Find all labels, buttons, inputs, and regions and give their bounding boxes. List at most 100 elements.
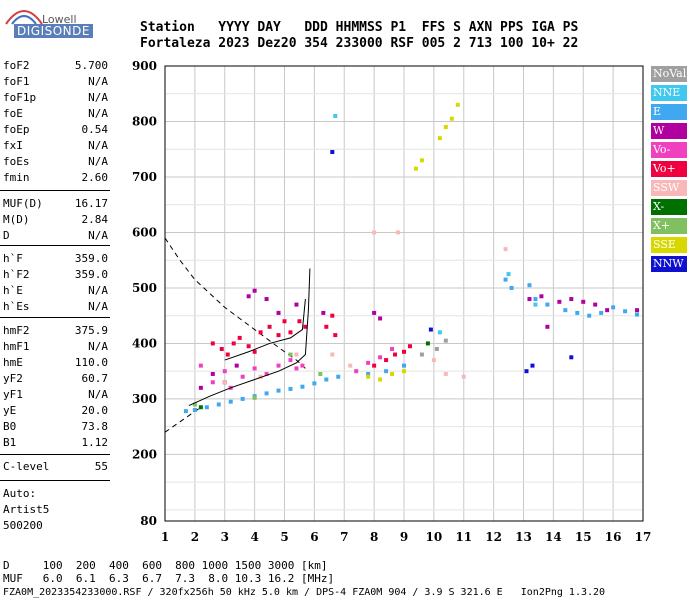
trace-point-ssw — [443, 371, 448, 376]
param-row-14: h`Es N/A — [3, 300, 108, 313]
trace-point-ssw — [396, 230, 401, 235]
param-value: N/A — [88, 229, 108, 242]
param-value: N/A — [88, 340, 108, 353]
param-row-7: fmin 2.60 — [3, 171, 108, 184]
param-name: hmE — [3, 356, 23, 369]
param-row-11: h`F 359.0 — [3, 252, 108, 265]
trace-point-w — [635, 308, 640, 313]
trace-point-vo- — [303, 324, 308, 329]
trace-point-vo- — [210, 380, 215, 385]
trace-point-w — [545, 324, 550, 329]
trace-point-nne — [437, 330, 442, 335]
param-row-17: hmE 110.0 — [3, 356, 108, 369]
legend-item-nne: NNE — [651, 85, 687, 101]
trace-point-w — [294, 302, 299, 307]
x-tick-label: 1 — [161, 530, 169, 544]
param-name: fmin — [3, 171, 30, 184]
param-name: foEs — [3, 155, 30, 168]
trace-point-vo- — [198, 363, 203, 368]
trace-point-ssw — [372, 230, 377, 235]
trace-point-vo- — [288, 358, 293, 363]
trace-point-e — [623, 309, 628, 314]
param-name: foE — [3, 107, 23, 120]
x-tick-label: 3 — [221, 530, 229, 544]
trace-point-ssw — [222, 380, 227, 385]
param-row-2: foF1p N/A — [3, 91, 108, 104]
trace-point-x- — [192, 402, 197, 407]
scaled-trace-line — [188, 268, 311, 407]
trace-point-vo- — [258, 330, 263, 335]
trace-point-w — [276, 310, 281, 315]
trace-point-x- — [198, 405, 203, 410]
legend-item-x-: X+ — [651, 218, 687, 234]
trace-point-e — [276, 388, 281, 393]
trace-point-vo- — [390, 346, 395, 351]
x-tick-label: 6 — [310, 530, 318, 544]
trace-point-noval — [434, 346, 439, 351]
trace-point-e — [611, 305, 616, 310]
trace-point-e — [527, 283, 532, 288]
trace-point-w — [264, 297, 269, 302]
param-value: N/A — [88, 107, 108, 120]
header-labels: Station YYYY DAY DDD HHMMSS P1 FFS S AXN… — [140, 20, 579, 35]
trace-point-e — [183, 409, 188, 414]
trace-point-vo- — [330, 313, 335, 318]
y-tick-label: 500 — [132, 281, 157, 295]
y-tick-label: 300 — [132, 392, 157, 406]
legend-item-nnw: NNW — [651, 256, 687, 272]
trace-point-sse — [413, 166, 418, 171]
scaled-trace-line — [224, 299, 306, 361]
trace-point-e — [635, 312, 640, 317]
param-name: hmF1 — [3, 340, 30, 353]
param-value: 60.7 — [81, 372, 109, 385]
param-name: foF2 — [3, 59, 30, 72]
trace-point-vo- — [297, 319, 302, 324]
trace-point-x- — [318, 371, 323, 376]
param-row-6: foEs N/A — [3, 155, 108, 168]
param-value: 20.0 — [81, 404, 109, 417]
x-tick-label: 15 — [575, 530, 592, 544]
trace-point-ssw — [258, 374, 263, 379]
param-row-20: yE 20.0 — [3, 404, 108, 417]
legend-item-w: W — [651, 123, 687, 139]
trace-point-vo- — [219, 346, 224, 351]
trace-point-vo- — [407, 344, 412, 349]
y-tick-label: 400 — [132, 336, 157, 350]
trace-point-ssw — [431, 358, 436, 363]
param-value: 55 — [94, 460, 108, 473]
trace-point-w — [605, 308, 610, 313]
param-separator — [0, 480, 110, 481]
trace-point-w — [378, 316, 383, 321]
param-name: h`Es — [3, 300, 30, 313]
trace-point-vo- — [240, 374, 245, 379]
y-tick-label: 600 — [132, 225, 157, 239]
legend-item-vo-: Vo+ — [651, 161, 687, 177]
param-name: foF1 — [3, 75, 30, 88]
trace-point-e — [288, 386, 293, 391]
trace-point-ssw — [348, 363, 353, 368]
legend-item-ssw: SSW — [651, 180, 687, 196]
trace-point-vo- — [225, 352, 230, 357]
trace-point-e — [384, 369, 389, 374]
trace-point-vo- — [246, 344, 251, 349]
param-value: N/A — [88, 91, 108, 104]
param-name: B1 — [3, 436, 17, 449]
param-separator — [0, 317, 110, 318]
param-separator — [0, 190, 110, 191]
trace-point-ssw — [330, 352, 335, 357]
param-value: 2.84 — [81, 213, 109, 226]
trace-point-w — [210, 371, 215, 376]
param-name: hmF2 — [3, 324, 30, 337]
param-value: N/A — [88, 284, 108, 297]
trace-point-w — [593, 302, 598, 307]
trace-point-nnw — [530, 363, 535, 368]
trace-point-sse — [419, 158, 424, 163]
param-row-5: fxI N/A — [3, 139, 108, 152]
trace-point-w — [321, 310, 326, 315]
trace-point-sse — [449, 116, 454, 121]
legend-item-x-: X- — [651, 199, 687, 215]
trace-point-vo- — [402, 349, 406, 354]
trace-point-e — [563, 308, 568, 313]
param-row-16: hmF1 N/A — [3, 340, 108, 353]
